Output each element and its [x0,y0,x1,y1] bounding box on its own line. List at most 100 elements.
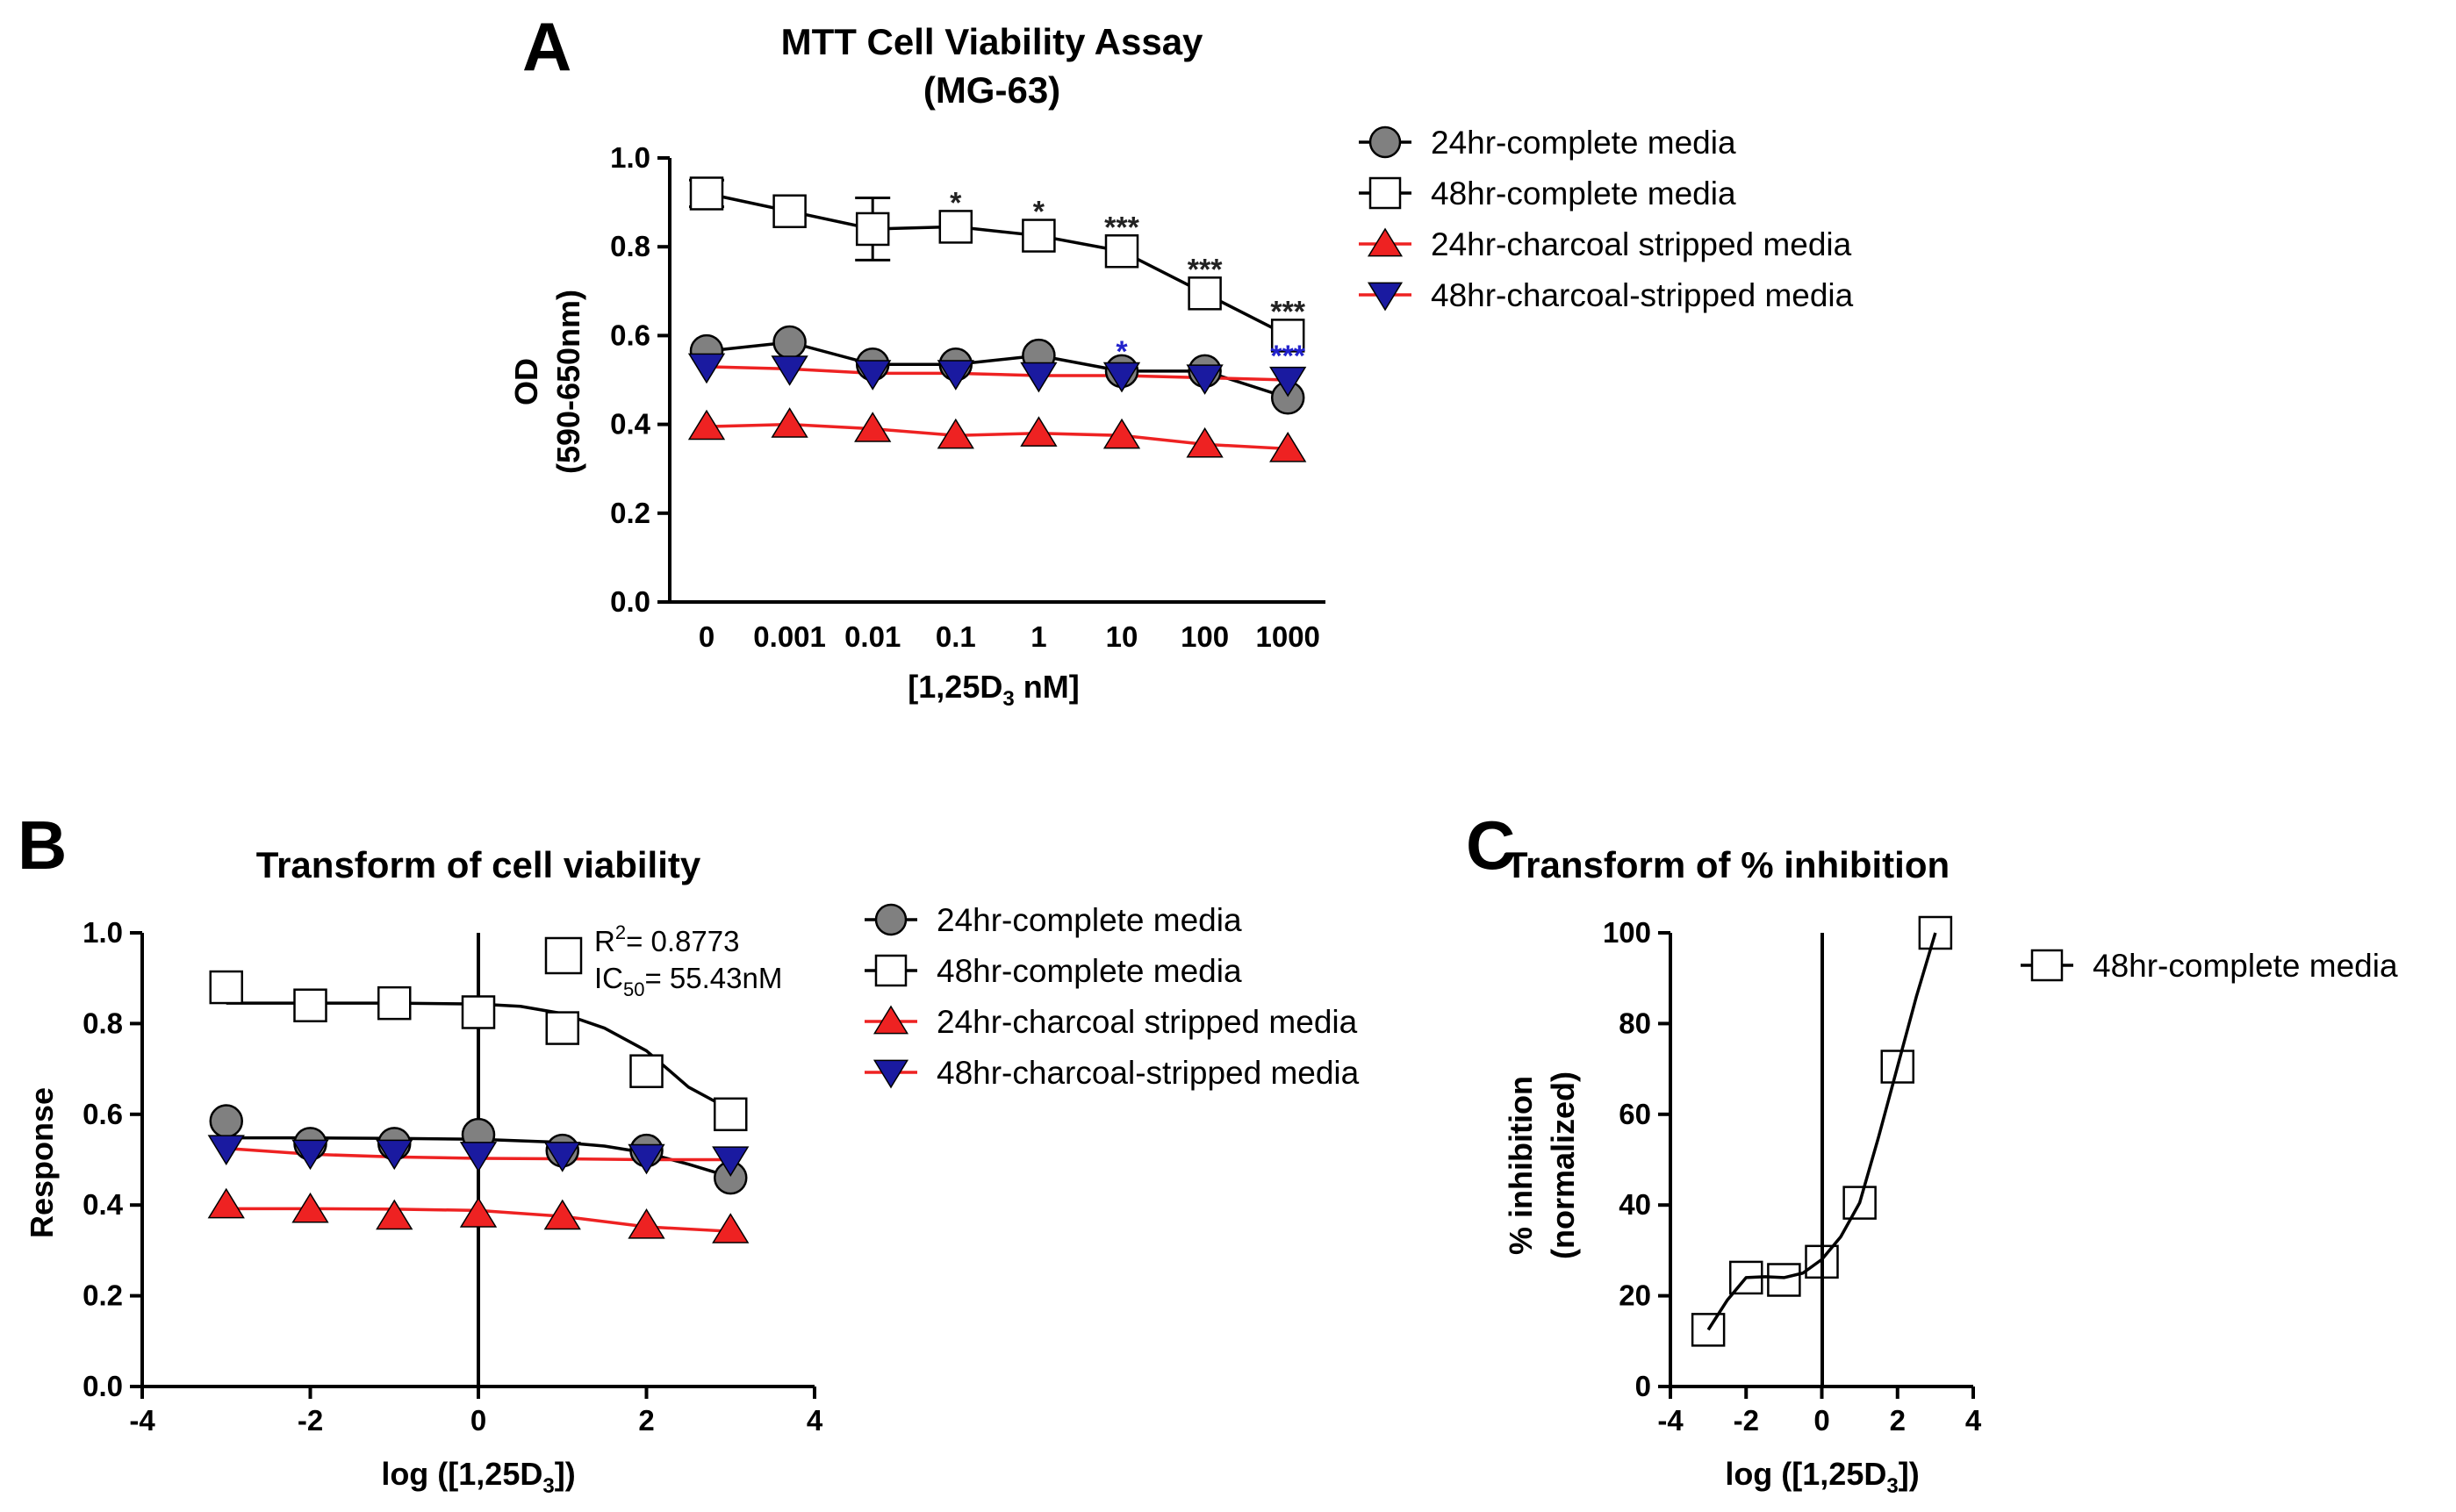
legend-item-48hr-charcoal-stripped-media: 48hr-charcoal-stripped media [865,1055,1360,1091]
legend-marker-icon [1368,125,1402,159]
panel-a-legend: 24hr-complete media 48hr-complete media 24… [1359,125,1854,313]
significance-marker: * [1033,196,1045,229]
panel-b-x-label: log ([1,25D3]) [381,1456,575,1498]
panel-c-y-label-line1: % inhibition [1503,1076,1539,1255]
panel-c-letter: C [1466,806,1515,884]
panel-a-lines [706,191,1289,451]
x-tick-label: 0.01 [844,620,901,653]
x-tick-label: 0.001 [753,620,826,653]
panel-b: B Transform of cell viability 0.00.20.40… [18,806,1360,1498]
data-point-48hr-charcoal-stripped-media [1020,362,1058,393]
legend-item-24hr-complete-media: 24hr-complete media [865,902,1242,938]
data-point-48hr-complete-media [1880,1050,1914,1084]
x-tick-label: -2 [1734,1404,1759,1437]
x-tick-label: 4 [1965,1404,1982,1437]
y-tick-label: 0.4 [610,408,651,441]
data-point-48hr-complete-media [1767,1263,1801,1297]
panel-c: C Transform of % inhibition 020406080100… [1466,806,2398,1498]
y-tick-label: 1.0 [83,916,123,949]
data-point-24hr-charcoal-stripped-media [291,1192,329,1223]
y-tick-label: 20 [1619,1279,1651,1312]
data-point-24hr-charcoal-stripped-media [1186,426,1224,458]
significance-marker: * [1116,335,1128,369]
legend-label: 48hr-charcoal-stripped media [937,1055,1360,1091]
data-point-24hr-charcoal-stripped-media [376,1199,413,1230]
fit-curve-48hr-complete-media [1706,932,1937,1331]
x-tick-label: 0 [1813,1404,1829,1437]
legend-item-24hr-charcoal-stripped-media: 24hr-charcoal stripped media [1359,226,1852,262]
panel-b-annotation: R2= 0.8773 IC50= 55.43nM [544,921,782,1000]
panel-a-markers [687,176,1307,462]
y-tick-label: 60 [1619,1098,1651,1130]
data-point-48hr-complete-media [545,1011,579,1045]
annotation-ic50: IC50= 55.43nM [594,962,782,1000]
panel-a-y-label-line2: (590-650nm) [550,290,586,474]
x-tick-label: 100 [1181,620,1229,653]
annotation-square-icon [544,936,583,975]
significance-marker: *** [1104,211,1139,244]
data-point-24hr-complete-media [209,1104,243,1138]
panel-b-title: Transform of cell viability [256,844,701,885]
data-point-48hr-complete-media [629,1054,664,1088]
data-point-24hr-charcoal-stripped-media [1102,418,1141,449]
y-tick-label: 0.6 [610,319,650,351]
legend-label: 24hr-complete media [1431,125,1736,161]
data-point-48hr-charcoal-stripped-media [712,1146,750,1177]
x-tick-label: 1 [1031,620,1046,653]
data-point-48hr-charcoal-stripped-media [207,1135,245,1166]
panel-c-x-label: log ([1,25D3]) [1725,1456,1919,1498]
panel-a-x-label: [1,25D3 nM] [908,669,1079,711]
x-tick-label: 0.1 [936,620,976,653]
panel-c-y-label-line2: (normalized) [1545,1071,1581,1259]
data-point-24hr-charcoal-stripped-media [854,412,892,442]
panel-a-x-ticks: 0 0.001 0.01 0.1 1 10 100 1000 [699,620,1320,653]
y-tick-label: 0.0 [610,585,650,618]
data-point-24hr-complete-media [772,325,807,360]
data-point-48hr-charcoal-stripped-media [543,1142,581,1172]
data-point-48hr-charcoal-stripped-media [1186,364,1224,395]
y-tick-label: 0.2 [610,497,650,529]
x-tick-label: 2 [638,1404,654,1437]
legend-label: 24hr-charcoal stripped media [937,1004,1358,1040]
legend-marker-icon [1367,282,1404,312]
y-tick-label: 80 [1619,1007,1651,1039]
y-tick-label: 0.8 [83,1007,123,1039]
legend-marker-icon [874,954,908,987]
data-point-48hr-complete-media [461,995,496,1029]
panel-b-y-ticks: 0.0 0.2 0.4 0.6 0.8 1.0 [83,916,142,1402]
data-point-48hr-complete-media [1104,234,1139,269]
y-tick-label: 0.8 [610,230,650,262]
data-point-48hr-complete-media [209,970,243,1005]
x-tick-label: -4 [1657,1404,1684,1437]
y-tick-label: 100 [1603,916,1651,949]
data-point-48hr-complete-media [1729,1260,1763,1295]
significance-marker: *** [1270,295,1305,328]
legend-marker-icon [874,903,908,936]
data-point-48hr-complete-media [855,211,890,247]
data-point-48hr-complete-media [1188,276,1222,311]
data-point-48hr-charcoal-stripped-media [771,355,808,386]
data-point-48hr-complete-media [1805,1244,1839,1279]
data-point-24hr-charcoal-stripped-media [687,409,726,441]
data-point-48hr-complete-media [377,985,412,1021]
data-point-48hr-charcoal-stripped-media [376,1139,413,1171]
panel-a: A MTT Cell Viability Assay (MG-63) 0.00.… [508,8,1854,711]
panel-c-legend: 48hr-complete media [2021,948,2398,984]
legend-item-48hr-complete-media: 48hr-complete media [1359,176,1736,211]
data-point-48hr-charcoal-stripped-media [937,360,974,391]
panel-a-y-label-line1: OD [508,358,544,405]
legend-item-48hr-complete-media: 48hr-complete media [865,953,1242,989]
legend-label: 48hr-complete media [937,953,1242,989]
panel-a-significance: * * ********** *** [950,186,1306,373]
panel-b-x-ticks: -4 -2 0 2 4 [129,1387,823,1437]
y-tick-label: 0 [1635,1370,1651,1402]
x-tick-label: 10 [1106,620,1138,653]
panel-c-fit-curves [1706,932,1937,1331]
panel-a-y-ticks: 0.0 0.2 0.4 0.6 0.8 1.0 [610,141,670,618]
data-point-48hr-complete-media [772,194,807,228]
panel-c-markers [1691,915,1953,1347]
data-point-48hr-charcoal-stripped-media [687,353,726,384]
legend-label: 24hr-charcoal stripped media [1431,226,1852,262]
legend-item-48hr-complete-media: 48hr-complete media [2021,948,2398,984]
